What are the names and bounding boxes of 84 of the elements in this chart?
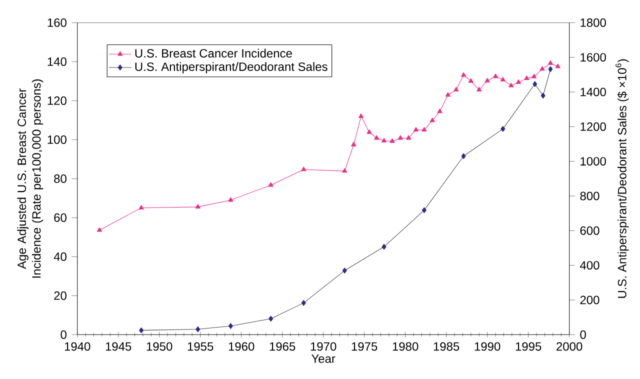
point [358, 114, 364, 118]
point [516, 80, 522, 84]
legend-label: U.S. Antiperspirant/Deodorant Sales [135, 62, 328, 74]
point [500, 77, 506, 82]
point [531, 74, 537, 78]
y-axis-title: Age Adjusted U.S. Breast Cancer Incidence (Rate per100,000 persons) [17, 80, 44, 278]
y2-tick-label: 0 [580, 330, 586, 340]
point [268, 182, 274, 187]
point [301, 166, 306, 172]
point [139, 328, 144, 334]
point [445, 92, 451, 97]
y2-tick-label: 1000 [580, 157, 606, 166]
point [468, 78, 474, 83]
x-tick-label: 2000 [556, 342, 582, 351]
x-tick-label: 1995 [516, 342, 542, 351]
x-tick-label: 1955 [188, 342, 214, 351]
y2-tick-label: 600 [580, 226, 600, 236]
point [382, 244, 386, 250]
point [524, 76, 530, 80]
x-tick-label: 1990 [474, 342, 500, 351]
y2-tick-label: 1400 [580, 88, 606, 96]
x-tick-label: 1985 [434, 342, 460, 351]
point [540, 92, 546, 99]
point [342, 268, 347, 274]
y-tick-label: 140 [48, 58, 66, 66]
y-tick-label: 20 [54, 292, 66, 300]
y-tick-label: 40 [54, 252, 66, 262]
point [532, 81, 538, 88]
y2-tick-label: 800 [580, 192, 600, 200]
point [374, 135, 380, 140]
point [476, 86, 482, 92]
point [422, 127, 427, 132]
x-tick-label: 1980 [392, 342, 418, 351]
point [96, 227, 102, 232]
point [454, 86, 459, 92]
point [484, 78, 490, 83]
x-tick-label: 1940 [64, 342, 90, 351]
y-tick-label: 160 [48, 18, 66, 28]
point [437, 108, 442, 114]
x-tick-label: 1950 [146, 342, 172, 351]
y-tick-label: 120 [48, 96, 66, 106]
point [228, 197, 234, 202]
point [430, 118, 435, 122]
point [540, 66, 545, 71]
point [492, 74, 498, 78]
point [422, 207, 426, 214]
x-tick-label: 1975 [352, 342, 378, 351]
point [366, 129, 372, 134]
x-tick-label: 1970 [310, 342, 336, 351]
point [228, 323, 233, 330]
point [390, 138, 395, 143]
point [500, 126, 506, 132]
point [508, 82, 514, 88]
x-tick-label: 1965 [270, 342, 296, 351]
point [460, 72, 466, 77]
point [351, 142, 356, 147]
x-tick-label: 1945 [106, 342, 132, 351]
point [548, 66, 553, 72]
point [301, 300, 306, 306]
y2-tick-label: 1600 [580, 53, 606, 62]
point [548, 60, 554, 65]
point [195, 204, 200, 209]
point [381, 138, 387, 143]
y-tick-label: 80 [54, 174, 66, 184]
y2-tick-label: 1800 [580, 18, 606, 28]
y-tick-label: 100 [48, 136, 66, 144]
x-axis-title: Year [311, 354, 336, 364]
x-tick-label: 1960 [228, 342, 254, 351]
y2-tick-label: 400 [580, 261, 600, 270]
point [398, 135, 403, 140]
point [406, 135, 412, 140]
y2-tick-label: 200 [580, 296, 600, 304]
y-tick-label: 60 [54, 214, 66, 222]
point [196, 326, 200, 332]
point [342, 168, 348, 173]
y-tick-label: 0 [60, 330, 66, 340]
y2-axis-title: U.S. Antiperspirant/Deodorant Sales ($ ×10$^{6}$) [616, 59, 629, 298]
point [268, 316, 274, 322]
point [555, 64, 560, 68]
legend-label: U.S. Breast Cancer Incidence [135, 48, 292, 58]
y2-tick-label: 1200 [580, 122, 606, 132]
point [413, 127, 419, 132]
point [461, 153, 466, 160]
point [138, 205, 144, 210]
